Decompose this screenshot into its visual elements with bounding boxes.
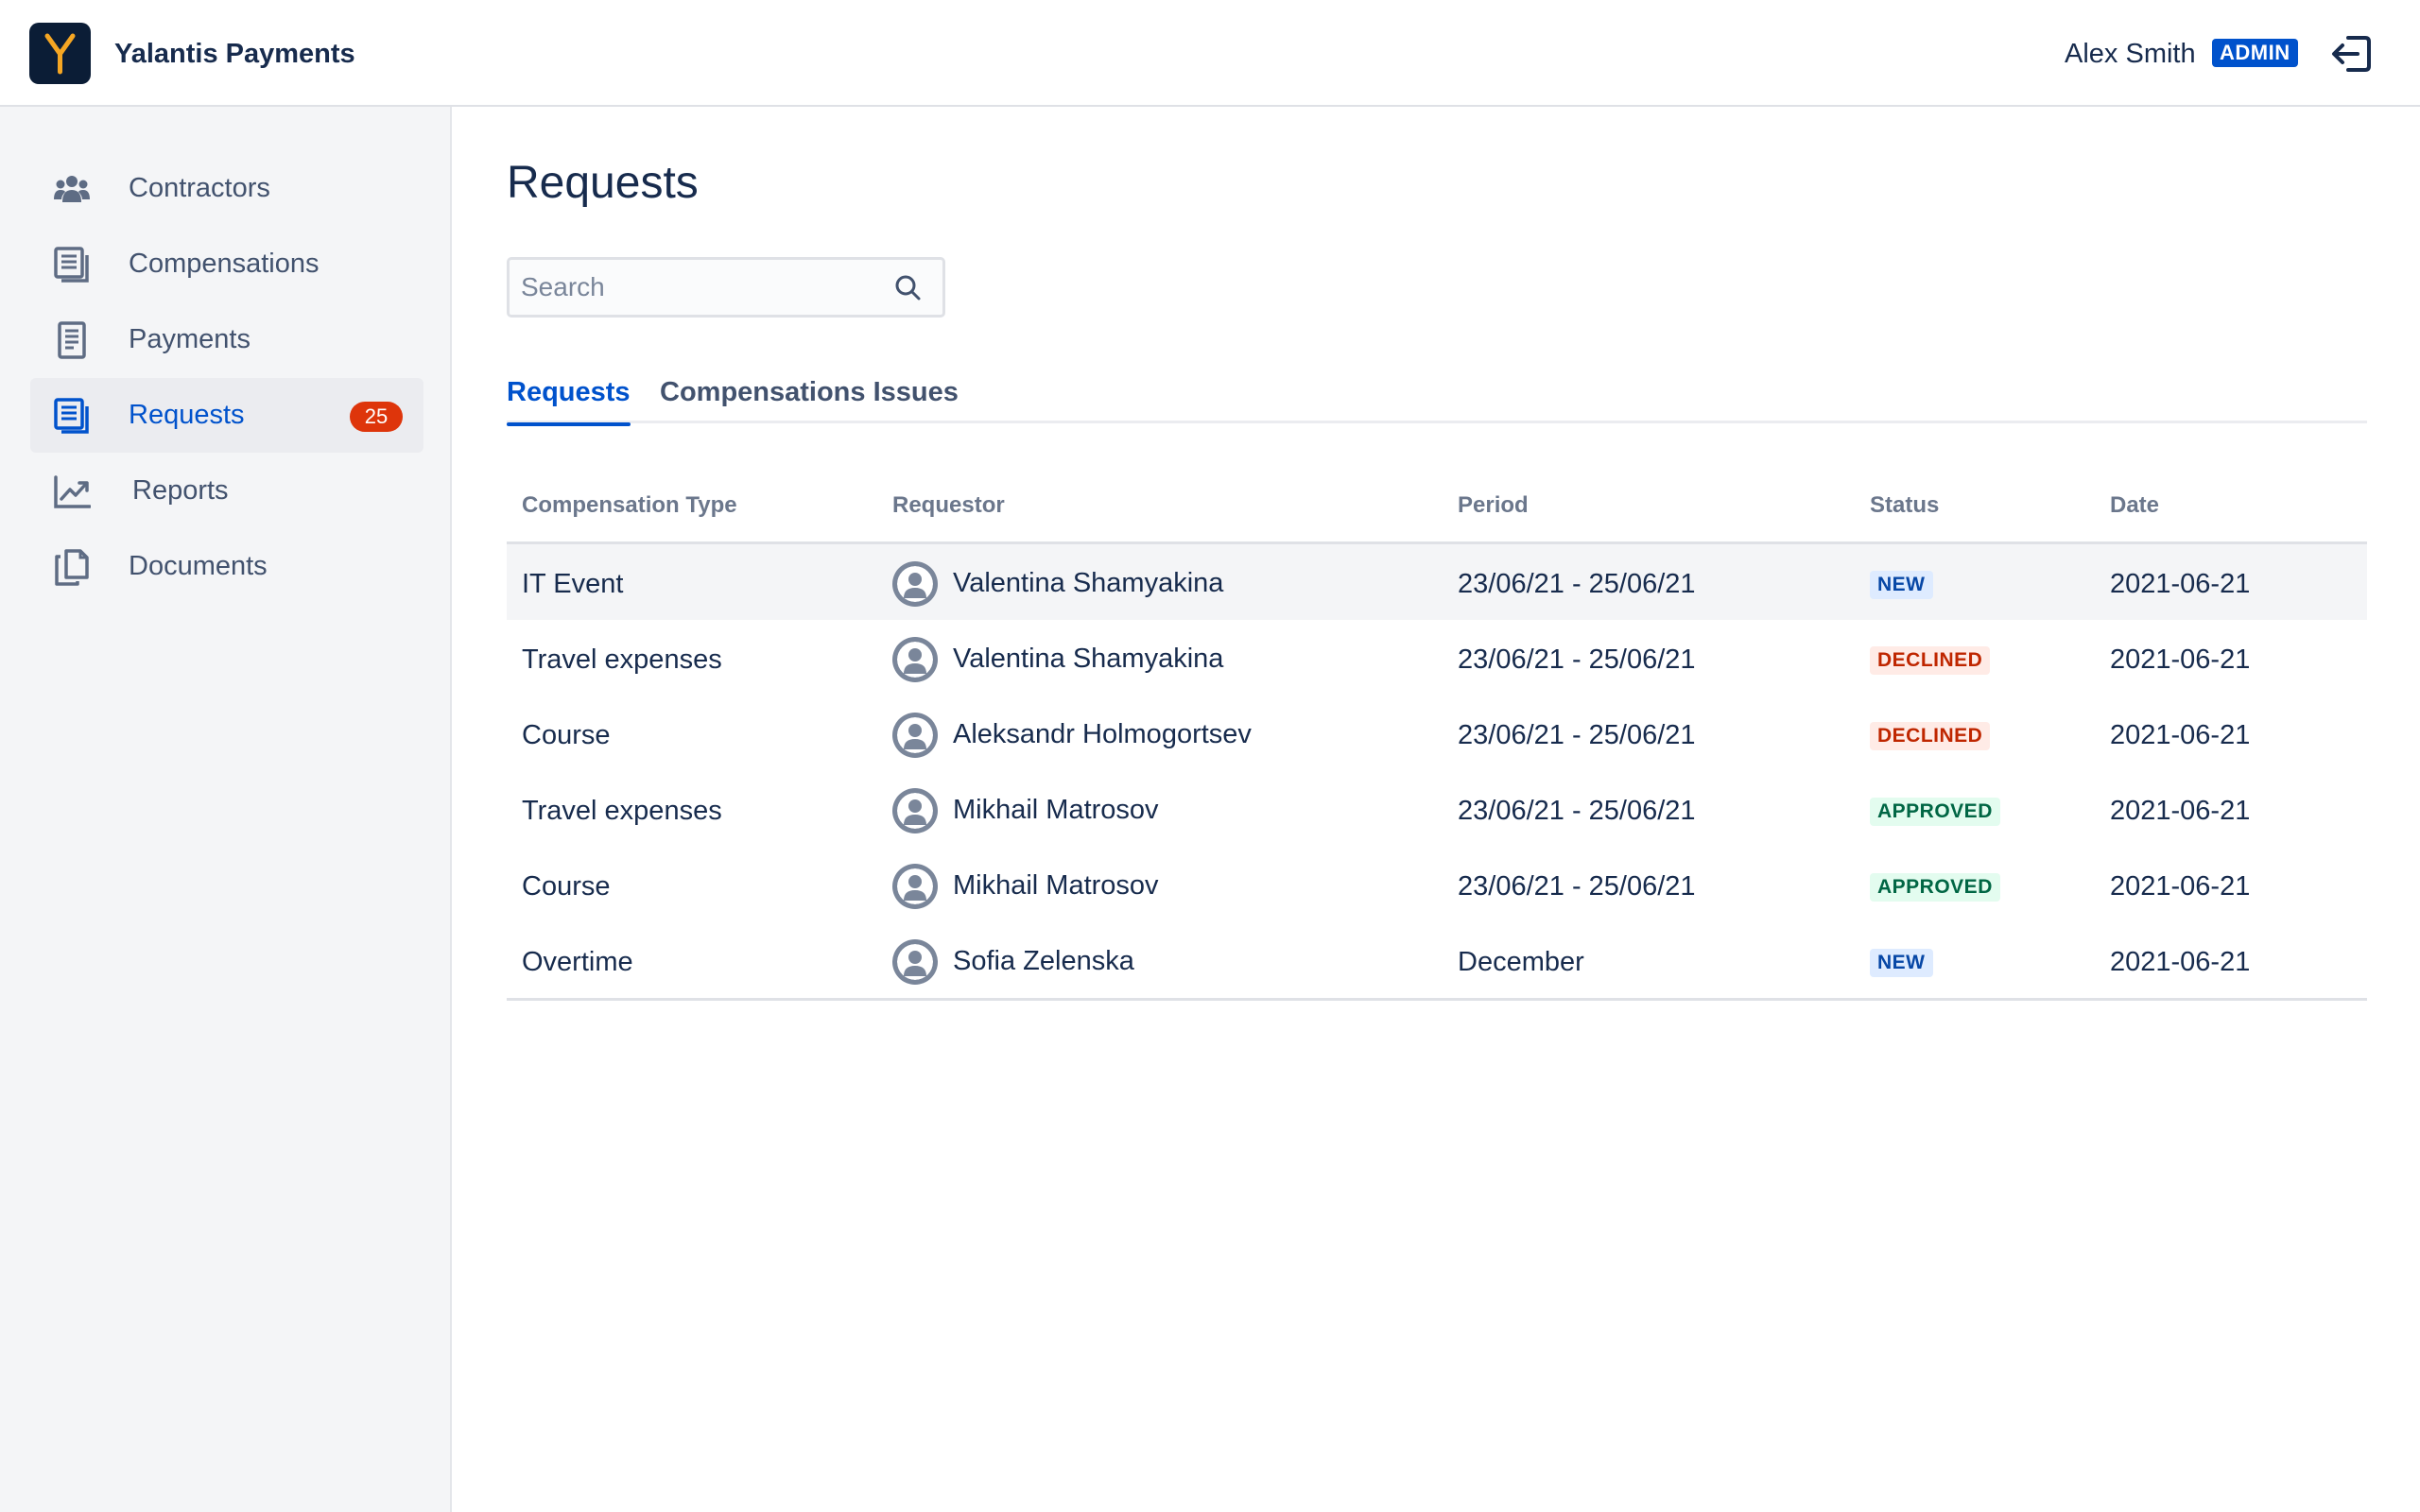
status-badge: NEW xyxy=(1870,949,1933,978)
trend-chart-icon xyxy=(54,475,91,508)
page-title: Requests xyxy=(507,158,699,208)
period-cell: 23/06/21 - 25/06/21 xyxy=(1458,796,1696,826)
app-header: Yalantis Payments Alex Smith ADMIN xyxy=(0,0,2420,107)
sidebar-item-contractors[interactable]: Contractors xyxy=(30,151,424,226)
period-cell: 23/06/21 - 25/06/21 xyxy=(1458,720,1696,750)
avatar-icon xyxy=(892,713,938,758)
copy-documents-icon xyxy=(55,549,89,586)
sidebar-item-label: Compensations xyxy=(129,249,320,279)
status-badge: APPROVED xyxy=(1870,798,2000,827)
compensation-type-cell: Course xyxy=(522,720,611,750)
document-list-icon xyxy=(54,247,89,283)
status-cell: DECLINED xyxy=(1870,696,1991,775)
column-header-requestor[interactable]: Requestor xyxy=(892,492,1005,518)
period-cell: 23/06/21 - 25/06/21 xyxy=(1458,569,1696,599)
period-cell: December xyxy=(1458,947,1584,977)
compensation-type-cell: Course xyxy=(522,871,611,902)
table-header: Compensation Type Requestor Period Statu… xyxy=(507,472,2367,544)
status-cell: NEW xyxy=(1870,922,1933,1002)
requests-table: Compensation Type Requestor Period Statu… xyxy=(507,472,2367,1001)
avatar-icon xyxy=(892,788,938,833)
table-body: IT Event Valentina Shamyakina 23/06/21 -… xyxy=(507,544,2367,1001)
status-cell: APPROVED xyxy=(1870,771,2000,850)
requestor-name: Aleksandr Holmogortsev xyxy=(953,719,1252,749)
sidebar-item-reports[interactable]: Reports xyxy=(30,454,424,528)
search-input[interactable] xyxy=(521,260,880,315)
document-list-icon xyxy=(54,398,89,434)
app-title: Yalantis Payments xyxy=(114,39,355,69)
status-badge: DECLINED xyxy=(1870,646,1991,676)
column-header-status[interactable]: Status xyxy=(1870,492,1940,518)
status-cell: APPROVED xyxy=(1870,847,2000,926)
sidebar-item-requests[interactable]: Requests 25 xyxy=(30,378,424,453)
date-cell: 2021-06-21 xyxy=(2110,871,2251,902)
status-cell: DECLINED xyxy=(1870,620,1991,699)
requestor-name: Valentina Shamyakina xyxy=(953,568,1224,598)
sidebar-item-label: Contractors xyxy=(129,173,270,203)
role-badge: ADMIN xyxy=(2212,39,2298,67)
status-cell: NEW xyxy=(1870,544,1933,624)
avatar-icon xyxy=(892,939,938,985)
sidebar-item-label: Reports xyxy=(132,475,229,506)
table-row[interactable]: Travel expenses Valentina Shamyakina 23/… xyxy=(507,620,2367,696)
table-row[interactable]: Course Aleksandr Holmogortsev 23/06/21 -… xyxy=(507,696,2367,771)
requestor-name: Mikhail Matrosov xyxy=(953,795,1159,825)
sidebar-item-payments[interactable]: Payments xyxy=(30,302,424,377)
date-cell: 2021-06-21 xyxy=(2110,644,2251,675)
date-cell: 2021-06-21 xyxy=(2110,720,2251,750)
avatar-icon xyxy=(892,864,938,909)
logo-y-icon xyxy=(44,33,76,75)
status-badge: DECLINED xyxy=(1870,722,1991,751)
requestor-name: Mikhail Matrosov xyxy=(953,870,1159,901)
date-cell: 2021-06-21 xyxy=(2110,569,2251,599)
tab-requests[interactable]: Requests xyxy=(507,370,631,426)
table-row[interactable]: Travel expenses Mikhail Matrosov 23/06/2… xyxy=(507,771,2367,847)
avatar-icon xyxy=(892,637,938,682)
avatar-icon xyxy=(892,561,938,607)
sidebar-item-compensations[interactable]: Compensations xyxy=(30,227,424,301)
compensation-type-cell: Travel expenses xyxy=(522,796,722,826)
table-row[interactable]: IT Event Valentina Shamyakina 23/06/21 -… xyxy=(507,544,2367,620)
compensation-type-cell: Overtime xyxy=(522,947,633,977)
search-box xyxy=(507,257,945,318)
date-cell: 2021-06-21 xyxy=(2110,796,2251,826)
search-icon[interactable] xyxy=(893,273,922,301)
period-cell: 23/06/21 - 25/06/21 xyxy=(1458,644,1696,675)
tab-compensations-issues[interactable]: Compensations Issues xyxy=(660,377,959,407)
sidebar-item-label: Payments xyxy=(129,324,251,354)
logout-button[interactable] xyxy=(2329,32,2375,76)
user-name: Alex Smith xyxy=(2065,39,2196,69)
app-logo[interactable] xyxy=(29,23,91,84)
logout-icon xyxy=(2332,36,2371,72)
column-header-date[interactable]: Date xyxy=(2110,492,2160,518)
users-icon xyxy=(54,176,90,202)
sidebar-item-label: Requests xyxy=(129,400,245,430)
period-cell: 23/06/21 - 25/06/21 xyxy=(1458,871,1696,902)
column-header-compensation-type[interactable]: Compensation Type xyxy=(522,492,737,518)
tab-bar: Requests Compensations Issues xyxy=(507,370,2367,426)
date-cell: 2021-06-21 xyxy=(2110,947,2251,977)
status-badge: APPROVED xyxy=(1870,873,2000,902)
compensation-type-cell: Travel expenses xyxy=(522,644,722,675)
table-row[interactable]: Course Mikhail Matrosov 23/06/21 - 25/06… xyxy=(507,847,2367,922)
sidebar-item-label: Documents xyxy=(129,551,268,581)
column-header-period[interactable]: Period xyxy=(1458,492,1529,518)
table-row[interactable]: Overtime Sofia Zelenska December NEW 202… xyxy=(507,922,2367,998)
sidebar-item-documents[interactable]: Documents xyxy=(30,529,424,604)
requests-count-badge: 25 xyxy=(350,402,403,432)
sidebar: Contractors Compensations Payments Reque… xyxy=(0,107,452,1512)
requestor-name: Valentina Shamyakina xyxy=(953,644,1224,674)
compensation-type-cell: IT Event xyxy=(522,569,624,599)
requestor-name: Sofia Zelenska xyxy=(953,946,1134,976)
receipt-icon xyxy=(58,321,86,359)
status-badge: NEW xyxy=(1870,571,1933,600)
